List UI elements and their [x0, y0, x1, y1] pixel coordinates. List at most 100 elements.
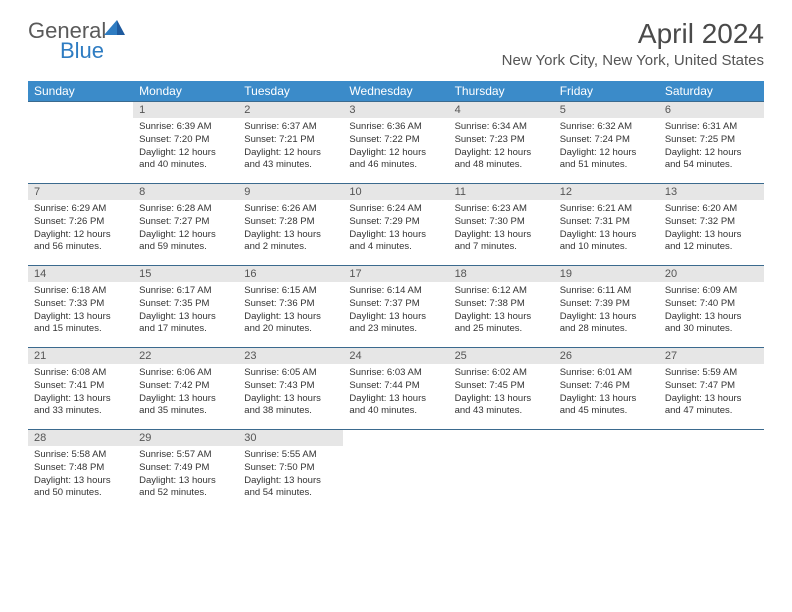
day-content: Sunrise: 6:02 AMSunset: 7:45 PMDaylight:…: [449, 364, 554, 420]
location-text: New York City, New York, United States: [502, 52, 764, 69]
logo: GeneralBlue: [28, 18, 148, 62]
day-number: 12: [554, 184, 659, 200]
day-content: Sunrise: 6:31 AMSunset: 7:25 PMDaylight:…: [659, 118, 764, 174]
day-content: Sunrise: 6:26 AMSunset: 7:28 PMDaylight:…: [238, 200, 343, 256]
calendar-cell: 13Sunrise: 6:20 AMSunset: 7:32 PMDayligh…: [659, 184, 764, 266]
day-header: Tuesday: [238, 81, 343, 102]
calendar-cell: 1Sunrise: 6:39 AMSunset: 7:20 PMDaylight…: [133, 102, 238, 184]
day-number: 7: [28, 184, 133, 200]
day-number: 2: [238, 102, 343, 118]
calendar-cell: 5Sunrise: 6:32 AMSunset: 7:24 PMDaylight…: [554, 102, 659, 184]
day-content: Sunrise: 6:12 AMSunset: 7:38 PMDaylight:…: [449, 282, 554, 338]
calendar-table: SundayMondayTuesdayWednesdayThursdayFrid…: [28, 81, 764, 512]
day-content: Sunrise: 5:58 AMSunset: 7:48 PMDaylight:…: [28, 446, 133, 502]
day-header: Wednesday: [343, 81, 448, 102]
logo-blue: Blue: [60, 38, 104, 64]
day-number: 17: [343, 266, 448, 282]
day-number: 11: [449, 184, 554, 200]
calendar-cell: [554, 430, 659, 512]
calendar-cell: 7Sunrise: 6:29 AMSunset: 7:26 PMDaylight…: [28, 184, 133, 266]
day-number: 3: [343, 102, 448, 118]
calendar-cell: 9Sunrise: 6:26 AMSunset: 7:28 PMDaylight…: [238, 184, 343, 266]
day-number: 20: [659, 266, 764, 282]
day-content: Sunrise: 5:55 AMSunset: 7:50 PMDaylight:…: [238, 446, 343, 502]
calendar-cell: 16Sunrise: 6:15 AMSunset: 7:36 PMDayligh…: [238, 266, 343, 348]
calendar-cell: 15Sunrise: 6:17 AMSunset: 7:35 PMDayligh…: [133, 266, 238, 348]
day-number: 21: [28, 348, 133, 364]
day-number: 13: [659, 184, 764, 200]
calendar-cell: 3Sunrise: 6:36 AMSunset: 7:22 PMDaylight…: [343, 102, 448, 184]
calendar-head: SundayMondayTuesdayWednesdayThursdayFrid…: [28, 81, 764, 102]
day-content: Sunrise: 6:24 AMSunset: 7:29 PMDaylight:…: [343, 200, 448, 256]
day-content: Sunrise: 5:57 AMSunset: 7:49 PMDaylight:…: [133, 446, 238, 502]
day-content: Sunrise: 6:14 AMSunset: 7:37 PMDaylight:…: [343, 282, 448, 338]
day-content: Sunrise: 6:18 AMSunset: 7:33 PMDaylight:…: [28, 282, 133, 338]
day-content: Sunrise: 6:11 AMSunset: 7:39 PMDaylight:…: [554, 282, 659, 338]
day-content: Sunrise: 6:08 AMSunset: 7:41 PMDaylight:…: [28, 364, 133, 420]
day-number: 14: [28, 266, 133, 282]
day-content: Sunrise: 6:23 AMSunset: 7:30 PMDaylight:…: [449, 200, 554, 256]
day-content: Sunrise: 6:29 AMSunset: 7:26 PMDaylight:…: [28, 200, 133, 256]
day-number: 10: [343, 184, 448, 200]
day-content: Sunrise: 6:39 AMSunset: 7:20 PMDaylight:…: [133, 118, 238, 174]
day-number: 15: [133, 266, 238, 282]
calendar-cell: 8Sunrise: 6:28 AMSunset: 7:27 PMDaylight…: [133, 184, 238, 266]
day-number: 9: [238, 184, 343, 200]
day-number: 5: [554, 102, 659, 118]
calendar-cell: 23Sunrise: 6:05 AMSunset: 7:43 PMDayligh…: [238, 348, 343, 430]
calendar-cell: 20Sunrise: 6:09 AMSunset: 7:40 PMDayligh…: [659, 266, 764, 348]
day-content: Sunrise: 6:01 AMSunset: 7:46 PMDaylight:…: [554, 364, 659, 420]
day-content: Sunrise: 6:34 AMSunset: 7:23 PMDaylight:…: [449, 118, 554, 174]
day-content: Sunrise: 6:03 AMSunset: 7:44 PMDaylight:…: [343, 364, 448, 420]
calendar-cell: 18Sunrise: 6:12 AMSunset: 7:38 PMDayligh…: [449, 266, 554, 348]
day-number: 24: [343, 348, 448, 364]
day-number: 23: [238, 348, 343, 364]
day-content: Sunrise: 6:15 AMSunset: 7:36 PMDaylight:…: [238, 282, 343, 338]
day-header: Thursday: [449, 81, 554, 102]
day-content: Sunrise: 6:21 AMSunset: 7:31 PMDaylight:…: [554, 200, 659, 256]
day-content: Sunrise: 6:05 AMSunset: 7:43 PMDaylight:…: [238, 364, 343, 420]
day-header: Sunday: [28, 81, 133, 102]
calendar-cell: 22Sunrise: 6:06 AMSunset: 7:42 PMDayligh…: [133, 348, 238, 430]
day-number: 28: [28, 430, 133, 446]
day-number: 1: [133, 102, 238, 118]
calendar-cell: 10Sunrise: 6:24 AMSunset: 7:29 PMDayligh…: [343, 184, 448, 266]
day-number: 16: [238, 266, 343, 282]
header: GeneralBlue April 2024 New York City, Ne…: [0, 0, 792, 73]
day-number: 29: [133, 430, 238, 446]
calendar-cell: 17Sunrise: 6:14 AMSunset: 7:37 PMDayligh…: [343, 266, 448, 348]
day-content: Sunrise: 6:28 AMSunset: 7:27 PMDaylight:…: [133, 200, 238, 256]
day-number: 26: [554, 348, 659, 364]
calendar-cell: 27Sunrise: 5:59 AMSunset: 7:47 PMDayligh…: [659, 348, 764, 430]
calendar-cell: [449, 430, 554, 512]
day-number: 25: [449, 348, 554, 364]
page-title: April 2024: [502, 18, 764, 50]
calendar-cell: 12Sunrise: 6:21 AMSunset: 7:31 PMDayligh…: [554, 184, 659, 266]
day-number: 22: [133, 348, 238, 364]
calendar-cell: 2Sunrise: 6:37 AMSunset: 7:21 PMDaylight…: [238, 102, 343, 184]
day-header: Saturday: [659, 81, 764, 102]
calendar-cell: 4Sunrise: 6:34 AMSunset: 7:23 PMDaylight…: [449, 102, 554, 184]
title-block: April 2024 New York City, New York, Unit…: [502, 18, 764, 69]
day-number: 6: [659, 102, 764, 118]
calendar-cell: 21Sunrise: 6:08 AMSunset: 7:41 PMDayligh…: [28, 348, 133, 430]
calendar-cell: 28Sunrise: 5:58 AMSunset: 7:48 PMDayligh…: [28, 430, 133, 512]
day-number: 27: [659, 348, 764, 364]
day-content: Sunrise: 5:59 AMSunset: 7:47 PMDaylight:…: [659, 364, 764, 420]
day-content: Sunrise: 6:37 AMSunset: 7:21 PMDaylight:…: [238, 118, 343, 174]
logo-sail-icon: [104, 20, 126, 41]
day-number: 8: [133, 184, 238, 200]
day-number: 19: [554, 266, 659, 282]
day-content: Sunrise: 6:36 AMSunset: 7:22 PMDaylight:…: [343, 118, 448, 174]
day-number: 4: [449, 102, 554, 118]
day-number: 18: [449, 266, 554, 282]
calendar-cell: [659, 430, 764, 512]
day-content: Sunrise: 6:06 AMSunset: 7:42 PMDaylight:…: [133, 364, 238, 420]
day-header: Monday: [133, 81, 238, 102]
day-content: Sunrise: 6:17 AMSunset: 7:35 PMDaylight:…: [133, 282, 238, 338]
calendar-cell: 30Sunrise: 5:55 AMSunset: 7:50 PMDayligh…: [238, 430, 343, 512]
calendar-cell: [343, 430, 448, 512]
calendar-cell: 6Sunrise: 6:31 AMSunset: 7:25 PMDaylight…: [659, 102, 764, 184]
day-content: Sunrise: 6:09 AMSunset: 7:40 PMDaylight:…: [659, 282, 764, 338]
calendar-cell: 25Sunrise: 6:02 AMSunset: 7:45 PMDayligh…: [449, 348, 554, 430]
